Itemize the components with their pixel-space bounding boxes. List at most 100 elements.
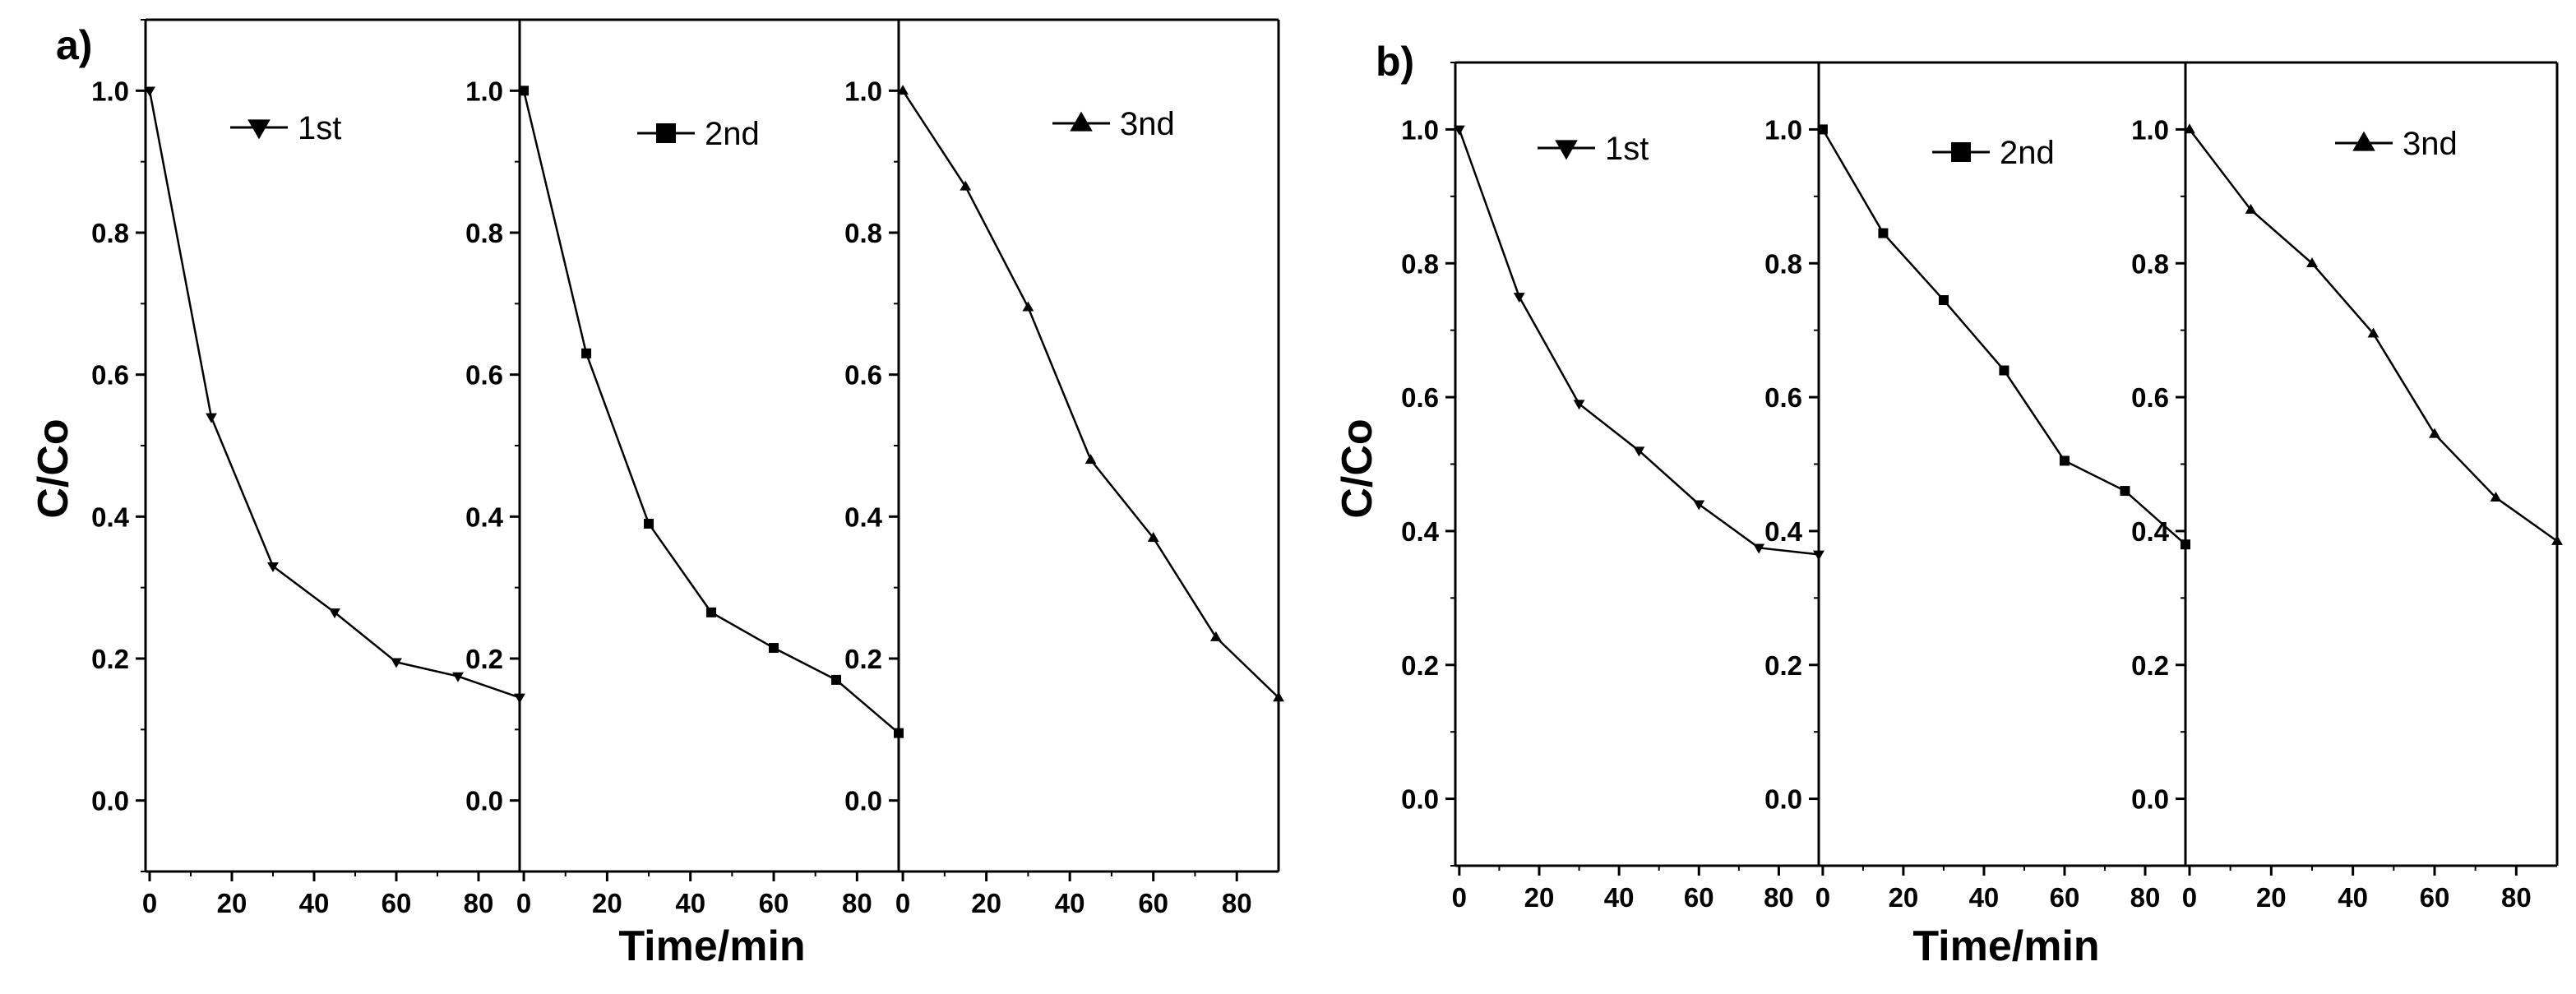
legend-label: 2nd xyxy=(2000,135,2055,171)
y-tick-label: 1.0 xyxy=(1401,114,1439,145)
data-point xyxy=(206,413,217,423)
legend-entry-2: 2nd xyxy=(637,116,760,152)
data-point xyxy=(581,348,592,358)
x-tick-label: 0 xyxy=(2182,882,2197,913)
y-tick-label: 1.0 xyxy=(1764,114,1802,145)
x-tick-label: 60 xyxy=(1138,888,1168,918)
y-tick-label: 0.4 xyxy=(465,502,504,532)
y-tick-label: 1.0 xyxy=(844,76,882,106)
legend-label: 2nd xyxy=(705,116,760,152)
legend-entry-3: 3nd xyxy=(2335,126,2458,162)
x-tick-label: 40 xyxy=(675,888,705,918)
x-tick-label: 60 xyxy=(759,888,789,918)
x-tick-label: 60 xyxy=(2050,882,2080,913)
x-tick-label: 0 xyxy=(142,888,157,918)
legend-marker xyxy=(656,123,676,143)
y-tick-label: 0.0 xyxy=(1764,784,1802,815)
y-tick-label: 0.2 xyxy=(1764,650,1802,681)
legend-label: 3nd xyxy=(2403,126,2458,162)
y-tick-label: 0.0 xyxy=(844,786,882,816)
subplot-2: 0.0 0.2 0.4 0.6 0.8 1.0 0 20 40 60 80 2nd xyxy=(465,18,904,918)
x-tick-label: 20 xyxy=(217,888,247,918)
data-point xyxy=(644,518,654,529)
chart-panel-b: b) C/Co Time/min 0.0 0.2 0.4 0.6 0.8 1.0 0 20 40 60 8… xyxy=(1334,39,2563,970)
y-tick-label: 0.0 xyxy=(465,786,503,816)
data-point xyxy=(329,608,340,619)
chart-panel-a: a) C/Co Time/min 0.0 0.2 0.4 0.6 0.8 1.0 0 20 40 60 8… xyxy=(30,18,1284,970)
data-point xyxy=(831,674,842,685)
x-tick-label: 20 xyxy=(2256,882,2287,913)
x-tick-label: 80 xyxy=(1222,888,1252,918)
x-tick-label: 40 xyxy=(299,888,330,918)
data-point xyxy=(452,672,464,682)
legend-marker xyxy=(1555,140,1578,160)
y-tick-label: 0.6 xyxy=(2131,382,2169,413)
legend-marker xyxy=(1951,142,1971,162)
data-point xyxy=(1273,691,1284,702)
data-point xyxy=(1753,543,1765,554)
data-point xyxy=(1633,446,1645,457)
y-tick-label: 0.8 xyxy=(1764,248,1802,279)
legend-marker xyxy=(247,119,271,140)
data-point xyxy=(2429,428,2440,438)
series-line-2nd xyxy=(522,90,900,734)
x-tick-label: 40 xyxy=(1055,888,1085,918)
series-line-1st xyxy=(148,90,520,699)
x-tick-label: 0 xyxy=(895,888,910,918)
y-tick-label: 0.2 xyxy=(465,644,503,674)
data-point xyxy=(2551,534,2563,545)
y-tick-label: 0.2 xyxy=(844,644,882,674)
x-tick-label: 20 xyxy=(1889,882,1919,913)
data-point xyxy=(1573,400,1585,410)
data-point xyxy=(1209,631,1222,641)
x-tick-label: 0 xyxy=(1452,882,1467,913)
y-tick-label: 0.4 xyxy=(844,502,883,532)
legend-label: 1st xyxy=(298,110,341,146)
x-tick-label: 40 xyxy=(1604,882,1635,913)
data-point xyxy=(1693,500,1705,511)
data-point xyxy=(144,86,155,97)
y-tick-label: 0.0 xyxy=(91,786,129,816)
y-tick-label: 0.6 xyxy=(1764,382,1802,413)
x-tick-label: 80 xyxy=(1764,882,1794,913)
x-tick-label: 0 xyxy=(1815,882,1830,913)
legend-entry-1: 1st xyxy=(230,110,341,146)
x-tick-label: 20 xyxy=(592,888,622,918)
series-line-1st xyxy=(1458,128,1820,556)
x-tick-label: 80 xyxy=(2130,882,2161,913)
subplot-3: 0.0 0.2 0.4 0.6 0.8 1.0 0 20 40 60 80 3nd xyxy=(2131,61,2563,913)
x-axis-title: Time/min xyxy=(1912,922,2099,970)
x-tick-label: 20 xyxy=(971,888,1001,918)
y-tick-label: 0.2 xyxy=(2131,650,2169,681)
data-point xyxy=(1453,125,1465,136)
y-tick-label: 0.4 xyxy=(2131,516,2170,547)
y-tick-label: 0.8 xyxy=(844,218,882,248)
x-tick-label: 40 xyxy=(1969,882,2000,913)
legend-marker xyxy=(2352,131,2375,151)
data-point xyxy=(1878,228,1889,238)
x-axis-title: Time/min xyxy=(618,922,805,970)
data-point xyxy=(2059,455,2070,466)
data-point xyxy=(1022,301,1034,312)
series-line-2nd xyxy=(1821,128,2186,546)
data-point xyxy=(2367,327,2379,338)
y-tick-label: 0.2 xyxy=(1401,650,1439,681)
data-point xyxy=(1938,295,1949,306)
panel-label: a) xyxy=(56,22,92,68)
data-point xyxy=(2490,492,2502,502)
data-point xyxy=(391,658,402,668)
y-tick-label: 0.0 xyxy=(1401,784,1439,815)
y-tick-label: 0.4 xyxy=(1764,516,1803,547)
x-tick-label: 80 xyxy=(464,888,494,918)
y-axis-title: C/Co xyxy=(1334,418,1381,518)
data-point xyxy=(2306,257,2318,268)
x-tick-label: 20 xyxy=(1524,882,1555,913)
y-tick-label: 0.4 xyxy=(1401,516,1440,547)
data-point xyxy=(769,643,779,654)
data-point xyxy=(960,180,972,191)
y-tick-label: 0.8 xyxy=(465,218,503,248)
data-point xyxy=(1817,124,1828,135)
x-tick-label: 80 xyxy=(842,888,872,918)
data-point xyxy=(267,562,279,572)
data-point xyxy=(1999,365,2009,376)
